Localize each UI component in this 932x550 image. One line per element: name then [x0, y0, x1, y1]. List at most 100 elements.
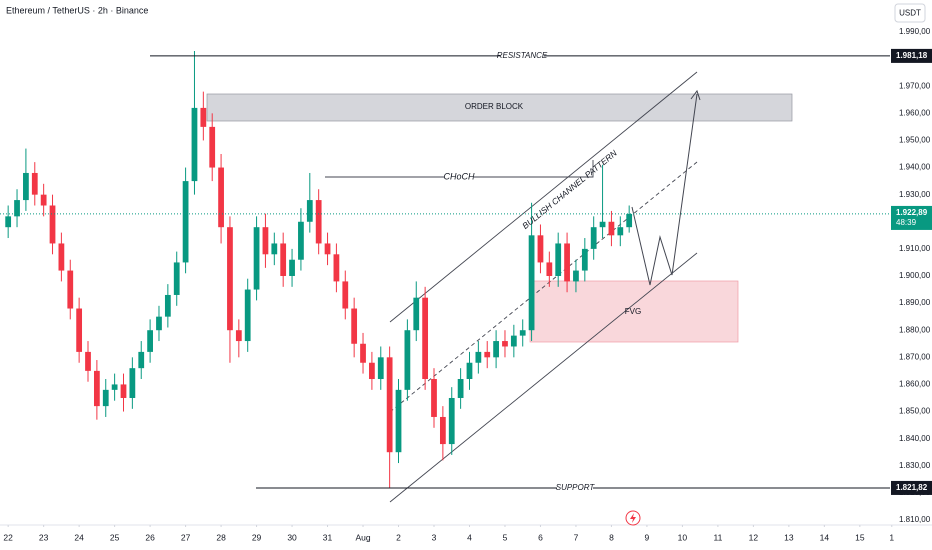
candle-body	[555, 243, 562, 276]
candle-body	[564, 243, 570, 282]
candle-body	[369, 362, 375, 380]
y-tick-label: 1.990,00	[899, 27, 931, 36]
candle-body	[235, 330, 242, 342]
currency-label[interactable]: USDT	[899, 9, 921, 18]
support-label-bg	[557, 482, 593, 493]
candle-body	[581, 248, 588, 271]
candle-body	[102, 389, 109, 407]
x-tick-label: 9	[645, 532, 650, 542]
y-tick-label: 1.950,00	[899, 136, 931, 145]
x-tick-label: 30	[287, 532, 297, 542]
candle-body	[182, 181, 189, 263]
candle-body	[457, 379, 464, 398]
x-tick-label: 15	[855, 532, 865, 542]
candle-body	[280, 243, 287, 276]
candle-body	[164, 294, 171, 317]
x-tick-label: 11	[713, 532, 722, 542]
choch-line	[325, 160, 594, 178]
x-tick-label: 13	[784, 532, 794, 542]
x-tick-label: 27	[181, 532, 191, 542]
price-axis	[890, 0, 932, 550]
y-tick-label: 1.940,00	[899, 163, 931, 172]
x-tick-label: 7	[574, 532, 579, 542]
fvg-label: FVG	[625, 307, 641, 316]
choch-label: CHoCH	[443, 171, 475, 181]
channel-upper	[389, 71, 698, 323]
x-tick-label: 5	[503, 532, 508, 542]
order-block-zone	[206, 93, 793, 122]
candle-body	[289, 259, 295, 276]
y-tick-label: 1.930,00	[899, 190, 931, 199]
candle-body	[191, 107, 198, 182]
y-tick-label: 1.880,00	[899, 325, 931, 334]
y-tick-label: 1.900,00	[899, 271, 931, 280]
candle-body	[493, 341, 499, 358]
fvg-zone	[529, 280, 739, 343]
candle-body	[14, 200, 20, 217]
resistance-tag-label: 1.981,18	[896, 51, 928, 60]
candle-body	[386, 357, 393, 453]
candle-body	[510, 335, 517, 347]
y-tick-label: 1.890,00	[899, 298, 931, 307]
x-tick-label: 14	[820, 532, 830, 542]
x-tick-label: 1	[889, 532, 894, 542]
x-tick-label: 29	[252, 532, 262, 542]
candle-body	[466, 362, 473, 380]
candle-body	[67, 270, 74, 309]
candle-body	[5, 216, 12, 228]
y-tick-label: 1.840,00	[899, 434, 931, 443]
candle-body	[315, 200, 322, 244]
candle-body	[617, 227, 624, 236]
candle-body	[448, 397, 455, 445]
candle-body	[377, 357, 384, 380]
candle-body	[227, 227, 233, 331]
candle-body	[306, 200, 313, 222]
candle-body	[76, 308, 83, 352]
candle-body	[93, 370, 100, 407]
candle-body	[111, 384, 118, 390]
candle-body	[120, 384, 127, 398]
candle-body	[333, 254, 340, 282]
candle-body	[599, 221, 606, 228]
y-tick-label: 1.970,00	[899, 81, 931, 90]
candle-body	[431, 379, 437, 417]
candle-body	[395, 389, 402, 453]
candle-body	[422, 297, 429, 380]
x-tick-label: 23	[39, 532, 49, 542]
resistance-tag	[891, 48, 932, 63]
x-tick-label: 10	[678, 532, 688, 542]
currency-button[interactable]	[894, 3, 926, 23]
countdown-label: 48:39	[896, 218, 917, 227]
candle-body	[85, 351, 91, 371]
candle-body	[413, 297, 420, 331]
candle-body	[244, 289, 251, 342]
candle-body	[404, 330, 411, 390]
candle-body	[253, 227, 260, 290]
last-price-tag	[891, 205, 932, 230]
candle-body	[49, 205, 56, 244]
projection-arrowhead	[690, 89, 701, 101]
candle-body	[351, 308, 358, 344]
candle-body	[484, 351, 491, 358]
candle-body	[360, 343, 366, 363]
event-icon-bolt[interactable]	[630, 513, 636, 523]
support-label: SUPPORT	[556, 483, 596, 492]
x-tick-label: 6	[538, 532, 543, 542]
candle-body	[537, 235, 544, 263]
x-tick-label: 31	[323, 532, 333, 542]
candle-body	[298, 221, 304, 260]
candle-body	[502, 341, 508, 347]
candle-body	[608, 221, 615, 236]
choch-label-bg	[444, 171, 474, 183]
candle-body	[439, 416, 446, 445]
resistance-label: RESISTANCE	[497, 51, 548, 60]
candle-body	[40, 194, 47, 206]
candle-body	[23, 172, 29, 201]
candle-body	[528, 235, 535, 331]
x-tick-label: 28	[216, 532, 226, 542]
x-tick-label: 12	[749, 532, 759, 542]
y-tick-label: 1.870,00	[899, 352, 931, 361]
candle-body	[31, 172, 38, 195]
